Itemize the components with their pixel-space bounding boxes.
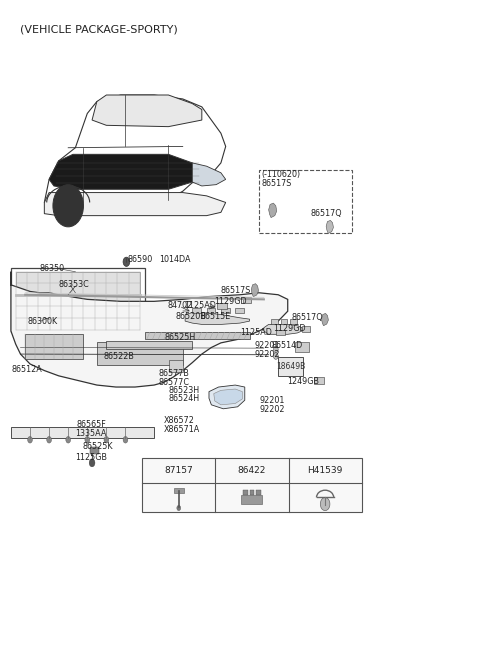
Polygon shape	[209, 385, 245, 409]
FancyBboxPatch shape	[243, 489, 248, 495]
Polygon shape	[214, 389, 242, 405]
Text: 92202: 92202	[259, 405, 285, 414]
Text: 86525H: 86525H	[165, 333, 196, 342]
Polygon shape	[251, 284, 259, 297]
FancyBboxPatch shape	[107, 341, 192, 349]
Polygon shape	[192, 163, 226, 186]
FancyBboxPatch shape	[302, 326, 310, 332]
Circle shape	[104, 436, 109, 443]
FancyBboxPatch shape	[241, 495, 263, 504]
Text: 86517Q: 86517Q	[311, 209, 342, 218]
Polygon shape	[269, 203, 277, 218]
Polygon shape	[290, 319, 297, 324]
FancyBboxPatch shape	[295, 342, 309, 352]
FancyBboxPatch shape	[174, 488, 183, 493]
Circle shape	[89, 459, 95, 467]
Circle shape	[274, 353, 278, 359]
Text: 86353C: 86353C	[59, 280, 89, 289]
Text: 86422: 86422	[238, 466, 266, 475]
FancyBboxPatch shape	[11, 427, 154, 438]
Polygon shape	[49, 154, 202, 189]
Polygon shape	[206, 308, 215, 312]
FancyBboxPatch shape	[276, 330, 285, 335]
Text: 1125AD: 1125AD	[240, 328, 272, 337]
Text: 1125GB: 1125GB	[75, 453, 108, 462]
Text: 18649B: 18649B	[276, 362, 305, 371]
Text: 1249GB: 1249GB	[287, 377, 319, 385]
Circle shape	[320, 497, 330, 510]
FancyBboxPatch shape	[250, 489, 254, 495]
Circle shape	[53, 185, 84, 227]
Text: 86300K: 86300K	[28, 317, 58, 326]
Polygon shape	[281, 319, 287, 324]
Polygon shape	[192, 308, 201, 312]
Text: (VEHICLE PACKAGE-SPORTY): (VEHICLE PACKAGE-SPORTY)	[21, 24, 178, 34]
Text: 86590: 86590	[128, 256, 153, 264]
Text: X86572: X86572	[164, 416, 194, 425]
FancyBboxPatch shape	[217, 303, 227, 308]
FancyBboxPatch shape	[90, 447, 99, 453]
FancyBboxPatch shape	[16, 271, 140, 330]
Text: 86577C: 86577C	[159, 378, 190, 387]
Text: (-110620): (-110620)	[262, 169, 300, 179]
Polygon shape	[271, 319, 278, 324]
Circle shape	[123, 436, 128, 443]
Text: 86515E: 86515E	[201, 312, 231, 321]
Text: 84702: 84702	[168, 301, 192, 310]
Circle shape	[274, 346, 278, 353]
Text: 86565F: 86565F	[77, 420, 107, 429]
Text: 86514D: 86514D	[271, 341, 302, 350]
Polygon shape	[235, 308, 244, 312]
FancyBboxPatch shape	[25, 334, 83, 359]
Circle shape	[85, 436, 90, 443]
Text: 86524H: 86524H	[168, 395, 200, 403]
Text: 1014DA: 1014DA	[159, 256, 191, 264]
Text: 1335AA: 1335AA	[75, 430, 107, 438]
Polygon shape	[44, 193, 226, 216]
Text: 86517S: 86517S	[221, 285, 252, 295]
Text: X86571A: X86571A	[164, 426, 200, 434]
Text: 86517S: 86517S	[262, 179, 292, 188]
Circle shape	[34, 310, 45, 326]
Text: 86517Q: 86517Q	[291, 313, 323, 322]
Text: 86525K: 86525K	[83, 442, 113, 451]
FancyBboxPatch shape	[97, 342, 183, 365]
Polygon shape	[221, 308, 229, 312]
Polygon shape	[11, 271, 288, 387]
Text: 86523H: 86523H	[168, 386, 200, 395]
Text: H41539: H41539	[307, 466, 343, 475]
Polygon shape	[322, 313, 328, 326]
Text: 1129GD: 1129GD	[274, 324, 306, 333]
FancyBboxPatch shape	[169, 360, 183, 372]
Polygon shape	[92, 95, 202, 126]
Text: 92201: 92201	[254, 341, 280, 350]
Polygon shape	[264, 324, 302, 334]
Text: 87157: 87157	[164, 466, 193, 475]
Polygon shape	[185, 312, 250, 324]
Circle shape	[66, 436, 71, 443]
Text: 86577B: 86577B	[159, 369, 190, 379]
FancyBboxPatch shape	[314, 377, 324, 384]
Text: 92202: 92202	[254, 350, 280, 359]
Text: 86512A: 86512A	[12, 365, 43, 374]
Text: 86520B: 86520B	[176, 312, 206, 321]
Text: 86350: 86350	[39, 264, 65, 273]
Circle shape	[47, 436, 51, 443]
Circle shape	[28, 436, 33, 443]
Text: 86522B: 86522B	[104, 352, 135, 361]
Text: 1125AD: 1125AD	[184, 301, 216, 310]
Text: 92201: 92201	[259, 397, 285, 405]
FancyBboxPatch shape	[142, 458, 362, 512]
Polygon shape	[326, 220, 334, 234]
FancyBboxPatch shape	[144, 332, 250, 339]
FancyBboxPatch shape	[278, 357, 303, 376]
FancyBboxPatch shape	[256, 489, 261, 495]
Text: 1129GD: 1129GD	[214, 297, 246, 306]
Circle shape	[177, 505, 180, 510]
FancyBboxPatch shape	[243, 297, 252, 303]
Circle shape	[123, 257, 130, 266]
